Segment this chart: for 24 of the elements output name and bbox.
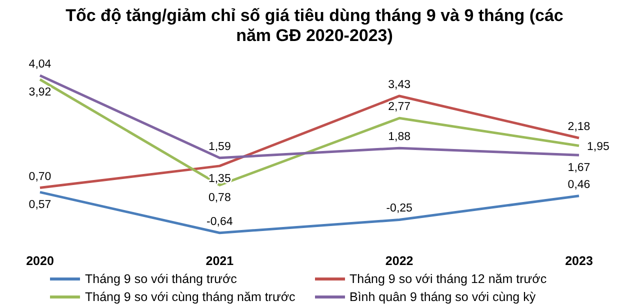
data-label: 1,67 — [568, 162, 590, 174]
data-label: 4,04 — [28, 58, 52, 70]
data-label: 1,59 — [208, 140, 231, 153]
x-tick-label: 2022 — [385, 254, 414, 268]
x-tick-label: 2020 — [26, 254, 54, 268]
data-label: 1,88 — [388, 131, 411, 144]
data-label: -0,25 — [386, 202, 412, 215]
data-label: 2,77 — [388, 101, 411, 114]
x-tick-label: 2021 — [206, 254, 234, 268]
data-label: 0,57 — [28, 199, 52, 212]
data-label: 2,18 — [568, 121, 590, 134]
data-label: 1,95 — [587, 140, 610, 153]
data-label: 3,43 — [388, 78, 411, 91]
legend-label: Bình quân 9 tháng so với cùng kỳ — [350, 290, 536, 304]
data-label: 0,78 — [208, 192, 231, 204]
data-label: 0,70 — [28, 170, 52, 183]
data-label: 3,92 — [28, 86, 52, 98]
x-tick-label: 2023 — [565, 254, 593, 268]
chart-title: Tốc độ tăng/giảm chỉ số giá tiêu dùng tháng 9 và 9 tháng (các năm GĐ 2020-2023) — [64, 6, 564, 46]
legend-label: Tháng 9 so với cùng tháng năm trước — [85, 290, 296, 304]
data-label: -0,64 — [206, 216, 234, 228]
legend-label: Tháng 9 so với tháng 12 năm trước — [350, 272, 547, 286]
legend-label: Tháng 9 so với tháng trước — [85, 272, 237, 286]
data-label: 0,46 — [568, 178, 590, 191]
